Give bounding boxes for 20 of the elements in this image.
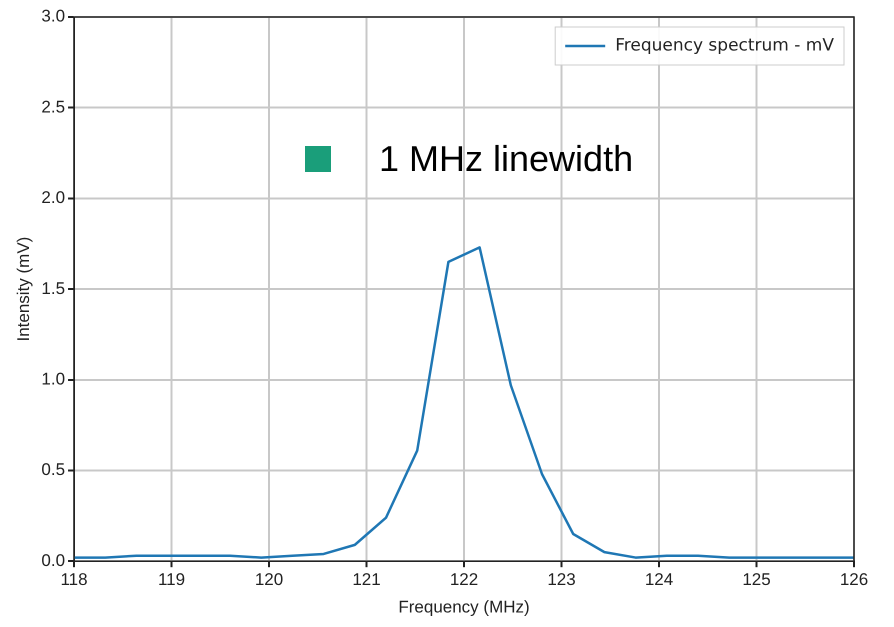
annotation: 1 MHz linewidth [379, 138, 634, 180]
y-axis-title: Intensity (mV) [14, 236, 33, 342]
y-tick-label: 2.0 [41, 188, 66, 208]
y-tick-label: 0.5 [41, 460, 66, 480]
x-tick-label: 124 [644, 570, 674, 590]
x-tick-label: 125 [742, 570, 771, 590]
x-tick-label: 121 [352, 570, 381, 590]
x-axis-title: Frequency (MHz) [398, 597, 530, 616]
x-tick-label: 119 [158, 570, 186, 590]
y-tick-label: 2.5 [41, 97, 66, 116]
x-tick-label: 126 [840, 570, 868, 590]
y-tick-label: 1.5 [41, 278, 66, 298]
legend-label: Frequency spectrum - mV [615, 35, 834, 56]
y-tick-label: 3.0 [41, 6, 66, 26]
x-tick-label: 118 [60, 570, 88, 590]
x-tick-label: 122 [450, 570, 478, 590]
x-tick-label: 123 [547, 570, 576, 590]
x-tick-label: 120 [254, 570, 284, 590]
y-tick-label: 0.0 [41, 550, 66, 570]
y-tick-label: 1.0 [41, 369, 66, 388]
